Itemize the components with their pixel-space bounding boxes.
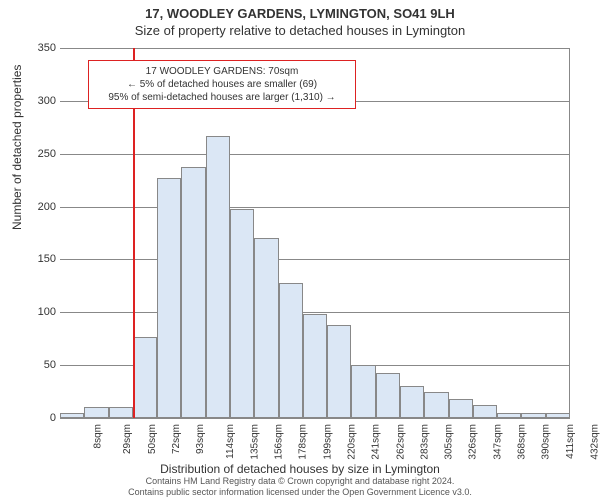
gridline: [60, 48, 570, 49]
y-tick-label: 300: [26, 95, 56, 107]
x-tick-label: 411sqm: [564, 424, 575, 459]
gridline: [60, 259, 570, 260]
histogram-bar: [449, 399, 473, 418]
plot-area: 17 WOODLEY GARDENS: 70sqm← 5% of detache…: [60, 48, 570, 418]
histogram-bar: [181, 167, 205, 418]
x-tick-label: 390sqm: [541, 424, 552, 460]
histogram-bar: [327, 325, 351, 418]
y-tick-label: 150: [26, 253, 56, 265]
y-axis-label: Number of detached properties: [10, 65, 24, 230]
page-subtitle: Size of property relative to detached ho…: [0, 23, 600, 38]
x-tick-label: 178sqm: [298, 424, 309, 460]
y-tick-label: 200: [26, 201, 56, 213]
y-tick-label: 250: [26, 148, 56, 160]
x-tick-label: 8sqm: [93, 424, 104, 448]
x-tick-label: 72sqm: [171, 424, 182, 454]
annotation-line: 95% of semi-detached houses are larger (…: [95, 91, 349, 104]
x-tick-label: 432sqm: [589, 424, 600, 460]
annotation-line: 17 WOODLEY GARDENS: 70sqm: [95, 65, 349, 78]
footer-line-1: Contains HM Land Registry data © Crown c…: [0, 476, 600, 487]
y-tick-label: 0: [26, 412, 56, 424]
x-tick-label: 156sqm: [274, 424, 285, 460]
annotation-line: ← 5% of detached houses are smaller (69): [95, 78, 349, 91]
histogram-bar: [546, 413, 570, 418]
histogram-bar: [109, 407, 133, 418]
plot-wrap: 17 WOODLEY GARDENS: 70sqm← 5% of detache…: [60, 48, 570, 418]
x-tick-label: 220sqm: [347, 424, 358, 460]
x-tick-label: 50sqm: [147, 424, 158, 454]
x-tick-label: 135sqm: [249, 424, 260, 460]
histogram-bar: [230, 209, 254, 418]
histogram-bar: [84, 407, 108, 418]
histogram-bar: [279, 283, 303, 418]
x-tick-label: 199sqm: [322, 424, 333, 460]
x-tick-label: 347sqm: [492, 424, 503, 460]
histogram-bar: [424, 392, 448, 418]
x-tick-label: 283sqm: [419, 424, 430, 460]
x-axis-label: Distribution of detached houses by size …: [0, 462, 600, 476]
histogram-bar: [303, 314, 327, 418]
histogram-bar: [376, 373, 400, 418]
annotation-box: 17 WOODLEY GARDENS: 70sqm← 5% of detache…: [88, 60, 356, 109]
histogram-bar: [133, 337, 157, 418]
x-tick-label: 368sqm: [517, 424, 528, 460]
histogram-bar: [206, 136, 230, 418]
histogram-bar: [521, 413, 545, 418]
gridline: [60, 207, 570, 208]
histogram-bar: [351, 365, 375, 418]
histogram-bar: [157, 178, 181, 418]
y-tick-label: 100: [26, 306, 56, 318]
gridline: [60, 418, 570, 419]
gridline: [60, 154, 570, 155]
footer: Contains HM Land Registry data © Crown c…: [0, 476, 600, 498]
histogram-bar: [473, 405, 497, 418]
x-tick-label: 114sqm: [224, 424, 235, 459]
x-tick-label: 326sqm: [468, 424, 479, 460]
y-tick-label: 350: [26, 42, 56, 54]
x-tick-label: 262sqm: [395, 424, 406, 460]
gridline: [60, 312, 570, 313]
histogram-bar: [497, 413, 521, 418]
y-tick-label: 50: [26, 359, 56, 371]
page-title: 17, WOODLEY GARDENS, LYMINGTON, SO41 9LH: [0, 0, 600, 21]
histogram-bar: [400, 386, 424, 418]
histogram-bar: [254, 238, 278, 418]
histogram-bar: [60, 413, 84, 418]
x-tick-label: 29sqm: [122, 424, 133, 454]
x-tick-label: 305sqm: [444, 424, 455, 460]
x-tick-label: 93sqm: [195, 424, 206, 454]
footer-line-2: Contains public sector information licen…: [0, 487, 600, 498]
x-tick-label: 241sqm: [371, 424, 382, 460]
